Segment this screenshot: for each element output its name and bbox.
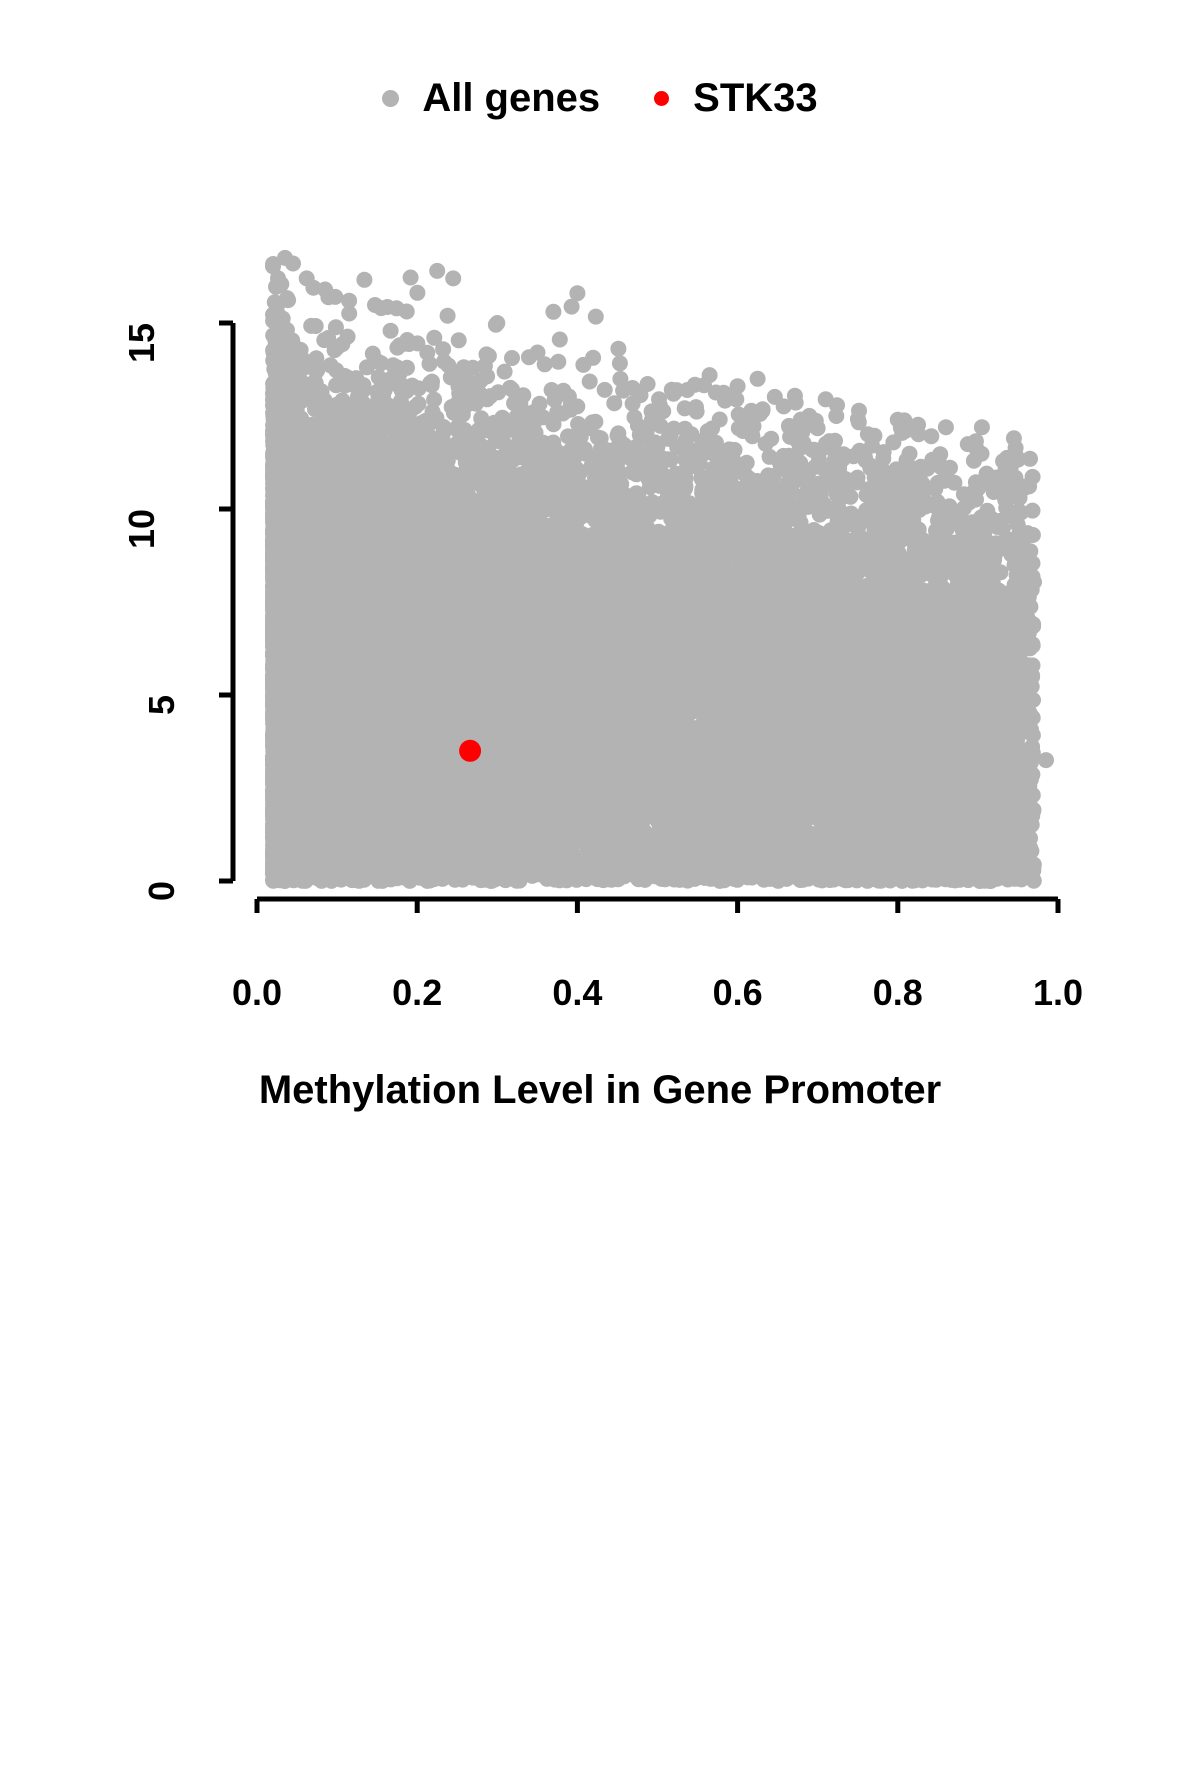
- x-axis-title: Methylation Level in Gene Promoter: [0, 1068, 1200, 1113]
- y-tick-label: 15: [121, 323, 163, 363]
- highlight-point-layer: [459, 740, 481, 762]
- y-tick-label: 0: [141, 881, 183, 901]
- legend: All genes STK33: [0, 78, 1200, 118]
- legend-marker-all-genes-icon: [382, 90, 399, 107]
- plot-canvas: [0, 0, 1200, 1200]
- x-tick-label: 0.0: [232, 972, 282, 1014]
- legend-marker-stk33-icon: [654, 91, 669, 106]
- x-tick-label: 0.2: [392, 972, 442, 1014]
- scatter-plot-figure: All genes STK33 Methylation Level in Gen…: [0, 0, 1200, 1200]
- y-tick-label: 5: [141, 695, 183, 715]
- legend-label-stk33: STK33: [693, 78, 818, 118]
- y-tick-label: 10: [121, 509, 163, 549]
- legend-label-all-genes: All genes: [422, 78, 600, 118]
- x-tick-label: 0.6: [713, 972, 763, 1014]
- legend-entry-stk33: STK33: [654, 78, 818, 118]
- x-tick-label: 0.8: [873, 972, 923, 1014]
- stk33-data-point: [459, 740, 481, 762]
- x-tick-label: 1.0: [1033, 972, 1083, 1014]
- legend-entry-all-genes: All genes: [382, 78, 600, 118]
- x-tick-label: 0.4: [552, 972, 602, 1014]
